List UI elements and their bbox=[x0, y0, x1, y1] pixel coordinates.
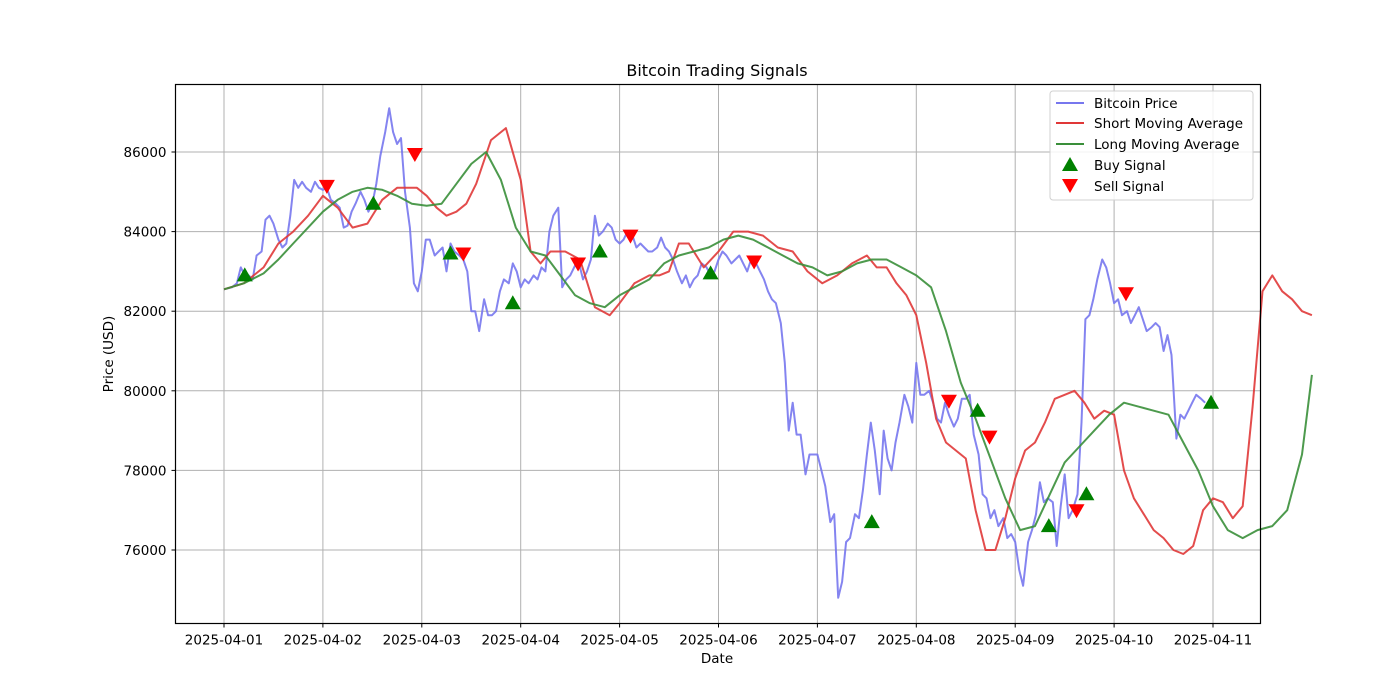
x-tick-label: 2025-04-07 bbox=[778, 633, 856, 649]
x-tick-label: 2025-04-03 bbox=[383, 633, 461, 649]
x-tick-label: 2025-04-10 bbox=[1075, 633, 1153, 649]
y-tick-label: 76000 bbox=[124, 543, 167, 559]
sell-signal-marker bbox=[406, 147, 423, 162]
sell-signal-marker bbox=[981, 430, 998, 445]
legend-label-buy: Buy Signal bbox=[1094, 158, 1166, 174]
sell-signal-marker bbox=[1068, 504, 1085, 519]
plot-area bbox=[223, 107, 1313, 599]
sell-signal-marker bbox=[455, 247, 472, 262]
buy-signal-marker bbox=[702, 265, 719, 280]
legend: Bitcoin Price Short Moving Average Long … bbox=[1049, 90, 1254, 201]
buy-signal-marker bbox=[591, 243, 608, 258]
sell-signal-marker bbox=[746, 255, 763, 270]
buy-signal-markers bbox=[236, 195, 1220, 533]
sell-signal-marker bbox=[570, 257, 587, 272]
bitcoin-price-line bbox=[223, 107, 1206, 599]
legend-box bbox=[1049, 90, 1254, 201]
y-tick-label: 82000 bbox=[124, 304, 167, 320]
x-tick-label: 2025-04-06 bbox=[679, 633, 757, 649]
buy-signal-marker bbox=[969, 402, 986, 417]
x-tick-label: 2025-04-08 bbox=[877, 633, 955, 649]
chart-title: Bitcoin Trading Signals bbox=[626, 61, 807, 80]
y-tick-label: 78000 bbox=[124, 463, 167, 479]
buy-triangle-icon bbox=[1062, 157, 1078, 171]
buy-signal-marker bbox=[1078, 486, 1095, 501]
y-tick-label: 80000 bbox=[124, 384, 167, 400]
buy-signal-marker bbox=[1203, 394, 1220, 409]
sell-signal-marker bbox=[622, 229, 639, 244]
x-tick-label: 2025-04-04 bbox=[481, 633, 559, 649]
x-tick-label: 2025-04-02 bbox=[284, 633, 362, 649]
legend-label-price: Bitcoin Price bbox=[1094, 96, 1178, 112]
buy-signal-marker bbox=[504, 295, 521, 310]
buy-signal-marker bbox=[1040, 518, 1057, 533]
buy-signal-marker bbox=[442, 245, 459, 260]
x-axis-title: Date bbox=[701, 651, 733, 667]
x-axis-ticks: 2025-04-01 2025-04-02 2025-04-03 2025-04-04… bbox=[185, 623, 1252, 649]
y-tick-label: 86000 bbox=[124, 145, 167, 161]
sell-triangle-icon bbox=[1062, 179, 1078, 193]
buy-signal-marker bbox=[863, 514, 880, 529]
sell-signal-marker bbox=[940, 394, 957, 409]
y-axis-ticks: 76000 78000 80000 82000 84000 86000 bbox=[124, 145, 176, 559]
grid bbox=[175, 84, 1261, 624]
legend-label-long-ma: Long Moving Average bbox=[1094, 137, 1239, 153]
long-moving-average-line bbox=[223, 151, 1313, 540]
x-tick-label: 2025-04-05 bbox=[580, 633, 658, 649]
legend-label-sell: Sell Signal bbox=[1094, 179, 1164, 195]
sell-signal-markers bbox=[318, 147, 1134, 519]
sell-signal-marker bbox=[1117, 287, 1134, 302]
buy-signal-marker bbox=[365, 195, 382, 210]
sell-signal-marker bbox=[318, 179, 335, 194]
x-tick-label: 2025-04-11 bbox=[1174, 633, 1252, 649]
y-axis-title: Price (USD) bbox=[101, 316, 117, 393]
y-tick-label: 84000 bbox=[124, 225, 167, 241]
x-tick-label: 2025-04-01 bbox=[185, 633, 263, 649]
buy-signal-marker bbox=[236, 267, 253, 282]
x-tick-label: 2025-04-09 bbox=[976, 633, 1054, 649]
legend-label-short-ma: Short Moving Average bbox=[1094, 116, 1243, 132]
